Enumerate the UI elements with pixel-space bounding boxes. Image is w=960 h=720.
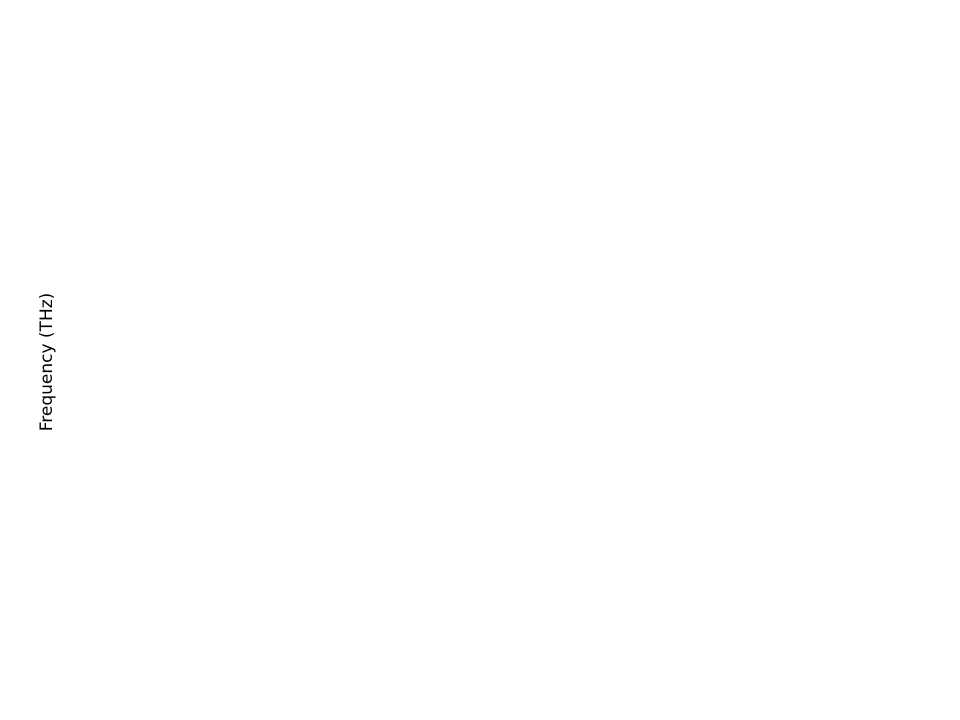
y-axis-label: Frequency (THz) — [37, 293, 57, 432]
